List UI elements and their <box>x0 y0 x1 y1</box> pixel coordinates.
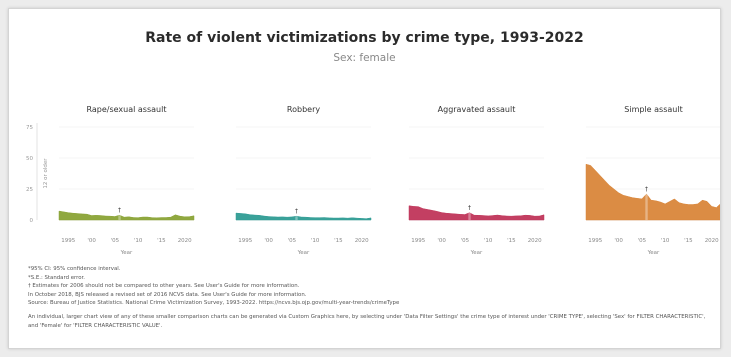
footnote-2006: † Estimates for 2006 should not be compa… <box>28 283 300 290</box>
x-tick-label: '15 <box>334 238 343 244</box>
annotation-band <box>295 216 298 220</box>
y-tick-label: 75 <box>26 125 33 131</box>
chart-card: Rate of violent victimizations by crime … <box>8 8 721 349</box>
footnote-revision: In October 2018, BJS released a revised … <box>28 291 307 298</box>
x-tick-label: '00 <box>87 238 96 244</box>
footnote-ci: *95% CI: 95% confidence interval. <box>28 266 121 272</box>
x-tick-label: 2020 <box>705 238 719 244</box>
x-tick-label: 1995 <box>238 238 252 244</box>
panel-title: Robbery <box>287 105 320 114</box>
x-axis-title: Year <box>120 250 133 256</box>
annotation-marker: † <box>295 208 298 215</box>
x-tick-label: '15 <box>507 238 516 244</box>
area-series-4 <box>585 163 720 221</box>
chart-subtitle: Sex: female <box>333 52 396 64</box>
footnotes: *95% CI: 95% confidence interval. *S.E.:… <box>28 265 708 330</box>
x-tick-label: '05 <box>288 238 297 244</box>
annotation-band <box>645 193 648 220</box>
y-tick-label: 50 <box>26 156 33 162</box>
x-axis-title: Year <box>470 250 483 256</box>
footnote-source: Source: Bureau of Justice Statistics. Na… <box>28 300 400 307</box>
x-tick-label: '15 <box>157 238 166 244</box>
panel-title: Rape/sexual assault <box>87 105 167 114</box>
x-tick-label: '00 <box>614 238 623 244</box>
x-axis-title: Year <box>297 250 310 256</box>
annotation-marker: † <box>118 207 121 214</box>
x-axis-title: Year <box>647 250 660 256</box>
area-series-1 <box>58 210 195 221</box>
annotation-band <box>468 212 471 220</box>
x-tick-label: '10 <box>311 238 320 244</box>
panel-title: Simple assault <box>624 105 682 114</box>
y-tick-label: 25 <box>26 187 33 193</box>
x-tick-label: 1995 <box>588 238 602 244</box>
footnote-se: *S.E.: Standard error. <box>28 274 85 281</box>
x-tick-label: 1995 <box>411 238 425 244</box>
x-tick-label: '05 <box>638 238 647 244</box>
annotation-marker: † <box>468 205 471 212</box>
x-tick-label: '05 <box>111 238 120 244</box>
y-axis-title: 12 or older <box>43 158 49 189</box>
panel-title: Aggravated assault <box>438 105 516 114</box>
x-tick-label: 2020 <box>355 238 369 244</box>
x-tick-label: 1995 <box>61 238 75 244</box>
area-series-3 <box>408 205 545 221</box>
x-tick-label: 2020 <box>528 238 542 244</box>
annotation-band <box>118 215 121 220</box>
small-multiples-chart: 0 25 50 75 12 or older Rape/sexual assault † 19… <box>26 105 720 256</box>
x-tick-label: 2020 <box>178 238 192 244</box>
area-series-2 <box>235 212 372 221</box>
x-tick-label: '10 <box>661 238 670 244</box>
x-tick-label: '00 <box>437 238 446 244</box>
y-tick-label: 0 <box>30 218 34 224</box>
chart-title: Rate of violent victimizations by crime … <box>145 30 584 46</box>
x-tick-label: '10 <box>134 238 143 244</box>
x-tick-label: '10 <box>484 238 493 244</box>
footnote-custom-graphics: An individual, larger chart view of any … <box>28 313 706 329</box>
x-tick-label: '00 <box>264 238 273 244</box>
annotation-marker: † <box>645 186 648 193</box>
x-tick-label: '15 <box>684 238 693 244</box>
x-tick-label: '05 <box>461 238 470 244</box>
